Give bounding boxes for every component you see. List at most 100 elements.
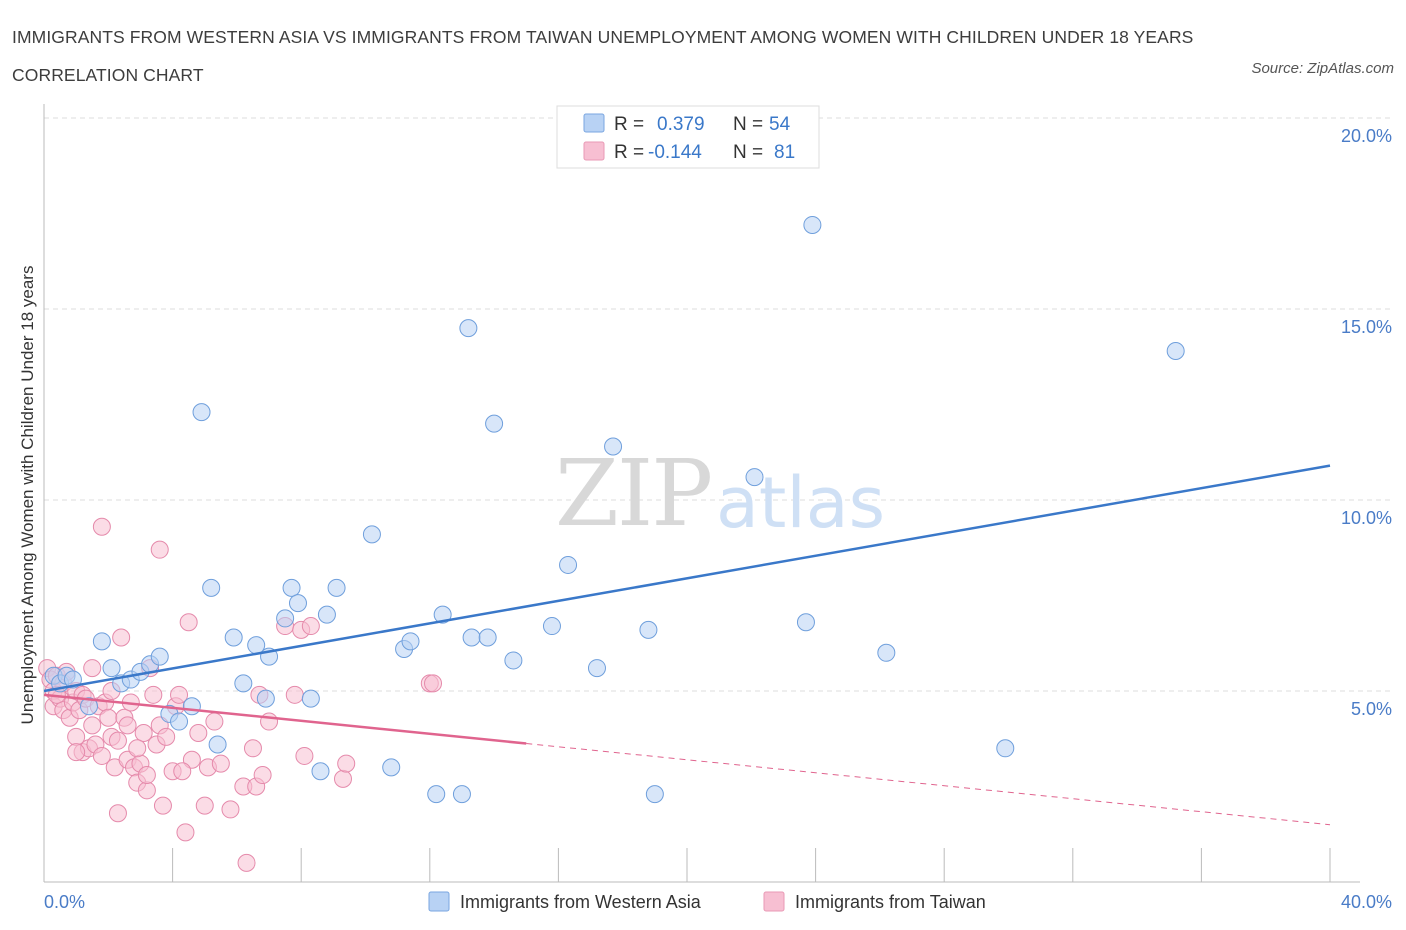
western-asia-point [234, 674, 253, 693]
taiwan-point [134, 724, 153, 743]
legend-n-value-2: 81 [774, 142, 795, 163]
taiwan-point [285, 685, 304, 704]
western-asia-point [311, 762, 330, 781]
taiwan-trend-line [43, 693, 527, 745]
taiwan-point [92, 517, 111, 536]
trend-lines [43, 464, 1331, 826]
taiwan-point [295, 746, 314, 765]
western-asia-point [288, 594, 307, 613]
taiwan-point [260, 712, 279, 731]
western-asia-point [102, 659, 121, 678]
taiwan-point [253, 766, 272, 785]
western-asia-point [462, 628, 481, 647]
western-asia-point [542, 617, 561, 636]
y-tick-label: 20.0% [1341, 126, 1392, 146]
western-asia-point [150, 647, 169, 666]
taiwan-point [92, 746, 111, 765]
western-asia-point [92, 632, 111, 651]
western-asia-point [63, 670, 82, 689]
y-tick-label: 10.0% [1341, 508, 1392, 528]
western-asia-point [182, 697, 201, 716]
legend-r-value-1: 0.379 [657, 114, 705, 135]
series-taiwan-points [38, 517, 443, 872]
western-asia-point [452, 785, 471, 804]
taiwan-point [182, 750, 201, 769]
taiwan-point [170, 685, 189, 704]
taiwan-point [424, 674, 443, 693]
western-asia-point [401, 632, 420, 651]
taiwan-point [189, 724, 208, 743]
taiwan-point [179, 613, 198, 632]
western-asia-point [224, 628, 243, 647]
western-asia-point [202, 578, 221, 597]
western-asia-point [192, 403, 211, 422]
western-asia-point [427, 785, 446, 804]
western-asia-point [485, 414, 504, 433]
taiwan-point [243, 739, 262, 758]
western-asia-point [317, 605, 336, 624]
western-asia-point [276, 609, 295, 628]
taiwan-point [150, 540, 169, 559]
western-asia-point [587, 659, 606, 678]
western-asia-point [327, 578, 346, 597]
western-asia-point [256, 689, 275, 708]
taiwan-point [112, 628, 131, 647]
western-asia-point [604, 437, 623, 456]
taiwan-point [137, 781, 156, 800]
western-asia-point [877, 643, 896, 662]
series-legend-label-western-asia: Immigrants from Western Asia [460, 892, 702, 912]
legend-r-label-1: R = [614, 114, 644, 135]
series-legend-swatch-pink [763, 891, 785, 912]
taiwan-point [128, 739, 147, 758]
taiwan-point [211, 754, 230, 773]
taiwan-point [221, 800, 240, 819]
series-legend-label-taiwan: Immigrants from Taiwan [795, 892, 986, 912]
taiwan-point [333, 769, 352, 788]
western-asia-point [745, 468, 764, 487]
source-label: Source: ZipAtlas.com [1251, 60, 1394, 77]
western-asia-trend-line [43, 464, 1331, 693]
western-asia-point [80, 697, 99, 716]
western-asia-point [645, 785, 664, 804]
x-tick-label: 0.0% [44, 892, 85, 912]
western-asia-point [301, 689, 320, 708]
tick-labels: 5.0% 10.0% 15.0% 20.0% 0.0% 40.0% [44, 126, 1392, 912]
taiwan-point [137, 766, 156, 785]
western-asia-point [504, 651, 523, 670]
watermark-atlas: atlas [716, 462, 885, 544]
taiwan-point [176, 823, 195, 842]
western-asia-point [803, 215, 822, 234]
western-asia-point [282, 578, 301, 597]
taiwan-point [301, 617, 320, 636]
taiwan-point [67, 743, 86, 762]
western-asia-point [996, 739, 1015, 758]
western-asia-point [639, 620, 658, 639]
legend-n-label-2: N = [733, 142, 763, 163]
taiwan-point [195, 796, 214, 815]
western-asia-point [362, 525, 381, 544]
western-asia-point [208, 735, 227, 754]
taiwan-point [173, 762, 192, 781]
taiwan-point [337, 754, 356, 773]
western-asia-point [382, 758, 401, 777]
taiwan-point [118, 716, 137, 735]
taiwan-point [108, 731, 127, 750]
legend-r-value-2: -0.144 [648, 142, 702, 163]
y-tick-label: 15.0% [1341, 317, 1392, 337]
taiwan-point [108, 804, 127, 823]
taiwan-point [83, 659, 102, 678]
taiwan-point [99, 708, 118, 727]
watermark-zip: ZIP [555, 440, 711, 547]
western-asia-point [796, 613, 815, 632]
taiwan-point [237, 853, 256, 872]
grid-lines [44, 117, 1390, 692]
taiwan-point [205, 712, 224, 731]
legend-n-value-1: 54 [769, 114, 791, 135]
chart-title: IMMIGRANTS FROM WESTERN ASIA VS IMMIGRAN… [12, 27, 1194, 85]
taiwan-point [83, 716, 102, 735]
taiwan-trend-line-extension [526, 743, 1331, 826]
taiwan-point [153, 796, 172, 815]
legend-swatch-blue [583, 113, 605, 133]
taiwan-point [144, 685, 163, 704]
legend: R = 0.379 N = 54 R = -0.144 N = 81 [556, 105, 820, 169]
